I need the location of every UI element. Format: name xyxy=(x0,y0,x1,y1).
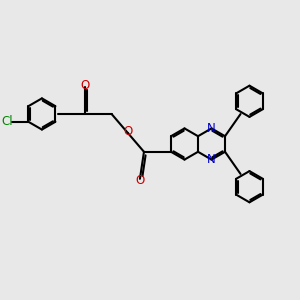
Text: O: O xyxy=(135,174,145,187)
Text: O: O xyxy=(124,125,133,138)
Text: N: N xyxy=(207,153,216,166)
Text: O: O xyxy=(80,79,89,92)
Text: N: N xyxy=(207,122,216,135)
Text: Cl: Cl xyxy=(1,115,13,128)
